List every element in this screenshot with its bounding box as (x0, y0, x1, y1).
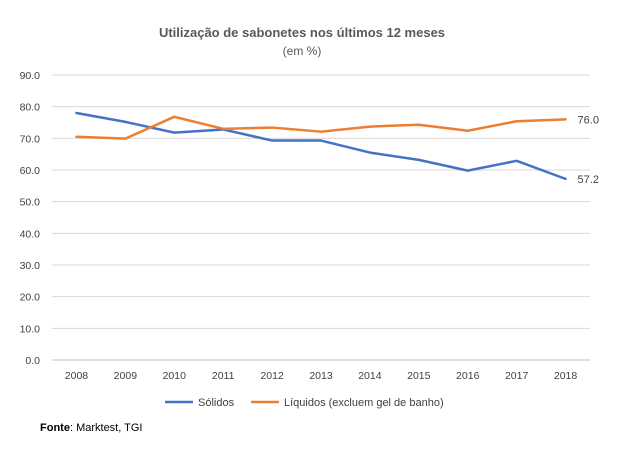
x-tick-label: 2014 (358, 370, 382, 382)
source-note: Fonte: Marktest, TGI (40, 422, 142, 434)
legend-label-solidos: Sólidos (198, 397, 235, 409)
x-tick-label: 2011 (212, 370, 235, 382)
x-tick-label: 2010 (163, 370, 187, 382)
source-label: Fonte (40, 422, 70, 434)
y-tick-label: 70.0 (20, 133, 41, 145)
end-label-liquidos: 76.0 (578, 114, 599, 126)
y-tick-label: 60.0 (20, 165, 41, 177)
x-tick-label: 2017 (505, 370, 529, 382)
end-label-solidos: 57.2 (578, 174, 599, 186)
y-tick-label: 80.0 (20, 102, 41, 114)
series-lines (75, 111, 567, 181)
y-tick-label: 90.0 (20, 70, 41, 82)
x-tick-label: 2015 (407, 370, 431, 382)
y-tick-label: 30.0 (20, 260, 41, 272)
series-line-liquidos (75, 115, 567, 140)
gridlines (52, 74, 590, 361)
x-tick-label: 2008 (65, 370, 89, 382)
x-tick-label: 2012 (260, 370, 284, 382)
source-text: : Marktest, TGI (69, 422, 143, 434)
y-tick-label: 20.0 (20, 292, 41, 304)
chart-title: Utilização de sabonetes nos últimos 12 m… (159, 25, 445, 40)
y-tick-label: 40.0 (20, 228, 41, 240)
y-axis-ticks: 0.0 10.0 20.0 30.0 40.0 50.0 60.0 70.0 80.0 90.0 (20, 70, 41, 367)
x-tick-label: 2018 (554, 370, 578, 382)
y-tick-label: 50.0 (20, 197, 41, 209)
chart-subtitle: (em %) (283, 44, 322, 58)
x-axis-ticks: 2008 2009 2010 2011 2012 2013 2014 2015 2016 2017… (65, 370, 578, 382)
x-tick-label: 2009 (114, 370, 138, 382)
y-tick-label: 0.0 (25, 355, 40, 367)
y-tick-label: 10.0 (20, 323, 41, 335)
x-tick-label: 2013 (309, 370, 333, 382)
series-line-solidos (75, 111, 567, 181)
end-labels: 57.2 76.0 (578, 114, 599, 186)
x-tick-label: 2016 (456, 370, 480, 382)
legend-label-liquidos: Líquidos (excluem gel de banho) (284, 397, 444, 409)
legend: Sólidos Líquidos (excluem gel de banho) (165, 397, 444, 409)
